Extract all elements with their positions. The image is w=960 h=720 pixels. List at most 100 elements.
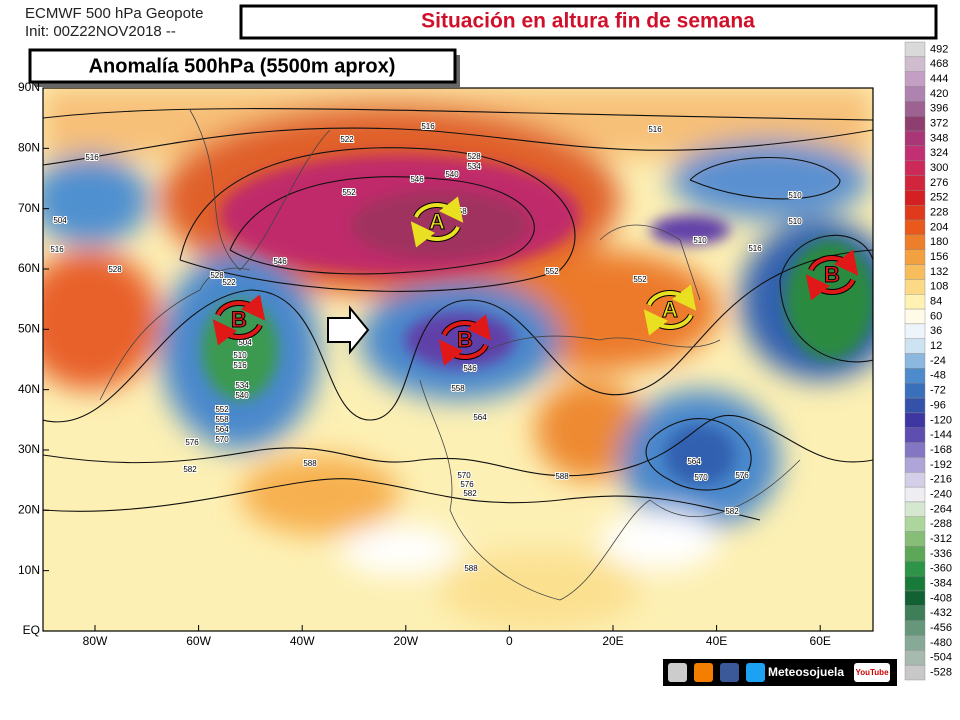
- contour-label: 552: [633, 275, 647, 284]
- colorbar-cell: [904, 338, 926, 354]
- colorbar-label: -480: [930, 637, 952, 649]
- colorbar-cell: [904, 427, 926, 443]
- contour-label: 570: [694, 473, 708, 482]
- colorbar-label: -24: [930, 355, 946, 367]
- center-arrow: [442, 314, 492, 341]
- colorbar-cell: [904, 397, 926, 414]
- lon-label: 20W: [393, 634, 418, 648]
- colorbar-label: 12: [930, 340, 942, 352]
- contour-label: 528: [210, 271, 224, 280]
- colorbar-cell: [904, 575, 926, 592]
- colorbar-label: -384: [930, 577, 952, 589]
- center-arrow: [212, 319, 262, 346]
- lat-label: 20N: [18, 502, 40, 516]
- colorbar-label: -120: [930, 414, 952, 426]
- colorbar-cell: [904, 115, 926, 132]
- colorbar-cell: [904, 190, 926, 206]
- colorbar-cell: [904, 145, 926, 161]
- contour-label: 546: [273, 257, 287, 266]
- colorbar-label: -360: [930, 563, 952, 575]
- colorbar-label: 324: [930, 147, 948, 159]
- colorbar-label: 420: [930, 88, 948, 100]
- colorbar-cell: [904, 234, 926, 250]
- colorbar-cell: [904, 516, 926, 532]
- colorbar-cell: [904, 160, 926, 176]
- colorbar-label: -96: [930, 399, 946, 411]
- contour-label: 576: [735, 471, 749, 480]
- lon-label: 40E: [706, 634, 727, 648]
- contour-label: 516: [648, 125, 662, 134]
- icon-twitter: [746, 663, 765, 682]
- colorbar-cell: [904, 71, 926, 87]
- icon-facebook: [720, 663, 739, 682]
- colorbar-cell: [904, 41, 926, 58]
- colorbar-label: -312: [930, 533, 952, 545]
- colorbar-label: 492: [930, 43, 948, 55]
- colorbar-cell: [904, 383, 926, 399]
- contour-label: 534: [235, 381, 249, 390]
- contour-label: 546: [463, 364, 477, 373]
- lon-label: 20E: [602, 634, 623, 648]
- colorbar-label: -432: [930, 607, 952, 619]
- colorbar-cell: [904, 56, 926, 72]
- icon-instagram: [668, 663, 687, 682]
- contour-label: 516: [748, 244, 762, 253]
- lon-label: 60W: [186, 634, 211, 648]
- contour-label: 588: [464, 564, 478, 573]
- colorbar-label: -168: [930, 444, 952, 456]
- center-arrow: [647, 284, 697, 311]
- map-frame: [42, 87, 874, 632]
- colorbar-cell: [904, 353, 926, 369]
- contour-label: 588: [555, 472, 569, 481]
- colorbar-cell: [904, 264, 926, 280]
- colorbar-cell: [904, 472, 926, 488]
- colorbar-cell: [904, 412, 926, 428]
- colorbar-label: 252: [930, 192, 948, 204]
- colorbar-label: -408: [930, 592, 952, 604]
- colorbar-cell: [904, 249, 926, 265]
- contour-label: 510: [788, 217, 802, 226]
- colorbar-label: 84: [930, 296, 942, 308]
- contour-label: 570: [457, 471, 471, 480]
- colorbar-cell: [904, 86, 926, 102]
- colorbar-label: -216: [930, 474, 952, 486]
- colorbar-label: 204: [930, 221, 948, 233]
- icon-blogger: [694, 663, 713, 682]
- contour-label: 504: [238, 338, 252, 347]
- colorbar-label: -528: [930, 666, 952, 678]
- colorbar-label: -192: [930, 459, 952, 471]
- subtitle-box: [28, 48, 457, 84]
- center-arrow: [410, 221, 460, 248]
- colorbar-label: 228: [930, 207, 948, 219]
- colorbar-label: -72: [930, 385, 946, 397]
- colorbar-cell: [904, 501, 926, 517]
- colorbar-label: -264: [930, 503, 952, 515]
- lat-label: 70N: [18, 201, 40, 215]
- lon-label: 40W: [290, 634, 315, 648]
- colorbar-label: -288: [930, 518, 952, 530]
- brand: Meteosojuela: [768, 665, 844, 679]
- colorbar-cell: [904, 442, 926, 458]
- contour-label: 504: [53, 216, 67, 225]
- center-arrow: [643, 309, 693, 336]
- colorbar-cell: [904, 279, 926, 295]
- lon-label: 60E: [810, 634, 831, 648]
- contour-label: 582: [725, 507, 739, 516]
- icon-youtube: [854, 663, 890, 682]
- contour-label: 510: [233, 351, 247, 360]
- colorbar-label: -504: [930, 652, 952, 664]
- colorbar-label: -48: [930, 370, 946, 382]
- contour-label: 552: [342, 188, 356, 197]
- lon-label: 80W: [83, 634, 108, 648]
- colorbar-cell: [904, 308, 926, 325]
- contour-label: 510: [788, 191, 802, 200]
- colorbar-label: 36: [930, 325, 942, 337]
- subtitle: Anomalía 500hPa (5500m aprox): [89, 55, 396, 77]
- contour-label: 528: [467, 152, 481, 161]
- contour-label: 510: [693, 236, 707, 245]
- contour-label: 522: [340, 135, 354, 144]
- colorbar-cell: [904, 175, 926, 191]
- contour-label: 564: [215, 425, 229, 434]
- lat-label: 90N: [18, 80, 40, 94]
